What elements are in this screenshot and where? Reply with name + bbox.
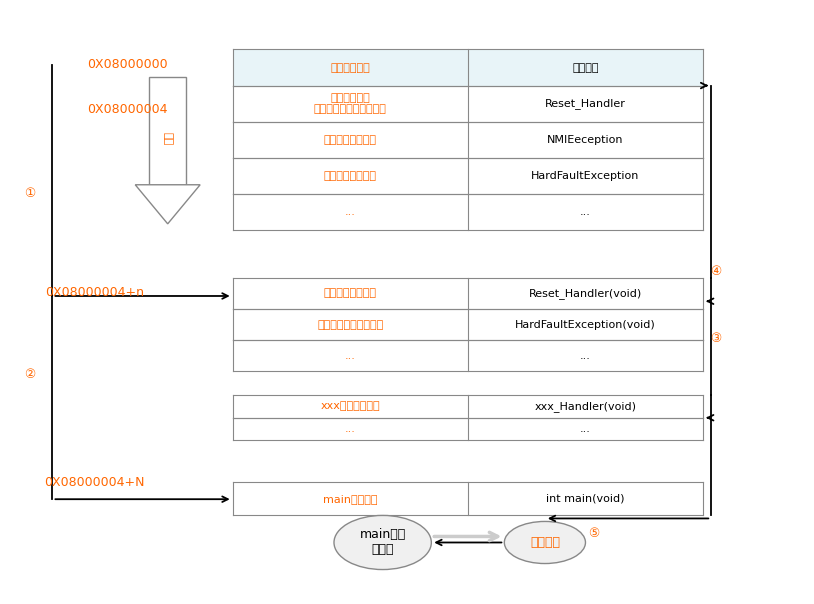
Text: ...: ...: [345, 424, 356, 434]
Text: main函数入口: main函数入口: [323, 494, 378, 504]
Text: ④: ④: [710, 265, 721, 278]
Text: ...: ...: [580, 350, 591, 361]
Text: 激增: 激增: [163, 132, 173, 145]
Text: 0X08000004+n: 0X08000004+n: [46, 286, 144, 300]
Ellipse shape: [505, 521, 585, 564]
Ellipse shape: [334, 515, 431, 570]
Text: main函数
死循环: main函数 死循环: [360, 528, 406, 556]
Text: 复位中断程序入口: 复位中断程序入口: [324, 289, 377, 298]
Text: HardFaultException(void): HardFaultException(void): [515, 320, 656, 330]
FancyBboxPatch shape: [233, 50, 703, 86]
Text: ③: ③: [710, 332, 721, 344]
Text: 硬件错误中断程序入口: 硬件错误中断程序入口: [317, 320, 383, 330]
FancyBboxPatch shape: [233, 194, 703, 230]
Text: ⑤: ⑤: [588, 527, 599, 540]
Text: 0X08000000: 0X08000000: [87, 58, 168, 71]
FancyBboxPatch shape: [233, 278, 703, 309]
Text: 0X08000004+N: 0X08000004+N: [45, 476, 145, 489]
Text: ...: ...: [345, 207, 356, 217]
FancyBboxPatch shape: [233, 483, 703, 515]
Text: NMIEeception: NMIEeception: [547, 135, 624, 145]
Text: 硬件错误中断向量: 硬件错误中断向量: [324, 171, 377, 181]
Text: ②: ②: [24, 368, 35, 381]
FancyBboxPatch shape: [233, 418, 703, 440]
Text: 复位中断向量
（中断向量表起始地址）: 复位中断向量 （中断向量表起始地址）: [313, 93, 387, 114]
FancyBboxPatch shape: [233, 340, 703, 371]
Text: 闪存物理地址: 闪存物理地址: [330, 63, 370, 72]
Text: 非可屏蔽中断向量: 非可屏蔽中断向量: [324, 135, 377, 145]
Text: Reset_Handler(void): Reset_Handler(void): [529, 288, 642, 299]
FancyBboxPatch shape: [233, 395, 703, 418]
Text: ...: ...: [345, 350, 356, 361]
FancyBboxPatch shape: [233, 86, 703, 121]
Text: 栈顶地址: 栈顶地址: [572, 63, 599, 72]
Text: 0X08000004: 0X08000004: [87, 103, 168, 116]
Text: xxx_Handler(void): xxx_Handler(void): [535, 401, 637, 412]
Text: ...: ...: [580, 207, 591, 217]
Text: int main(void): int main(void): [546, 494, 624, 504]
Text: HardFaultException: HardFaultException: [532, 171, 640, 181]
Polygon shape: [135, 185, 200, 224]
Text: xxx中断程序入口: xxx中断程序入口: [321, 402, 380, 411]
Text: ...: ...: [580, 424, 591, 434]
Text: Reset_Handler: Reset_Handler: [545, 98, 626, 109]
Text: ①: ①: [24, 187, 35, 201]
Text: 中断请求: 中断请求: [530, 536, 560, 549]
FancyBboxPatch shape: [233, 309, 703, 340]
FancyBboxPatch shape: [233, 158, 703, 194]
FancyBboxPatch shape: [233, 121, 703, 158]
FancyBboxPatch shape: [150, 77, 186, 185]
